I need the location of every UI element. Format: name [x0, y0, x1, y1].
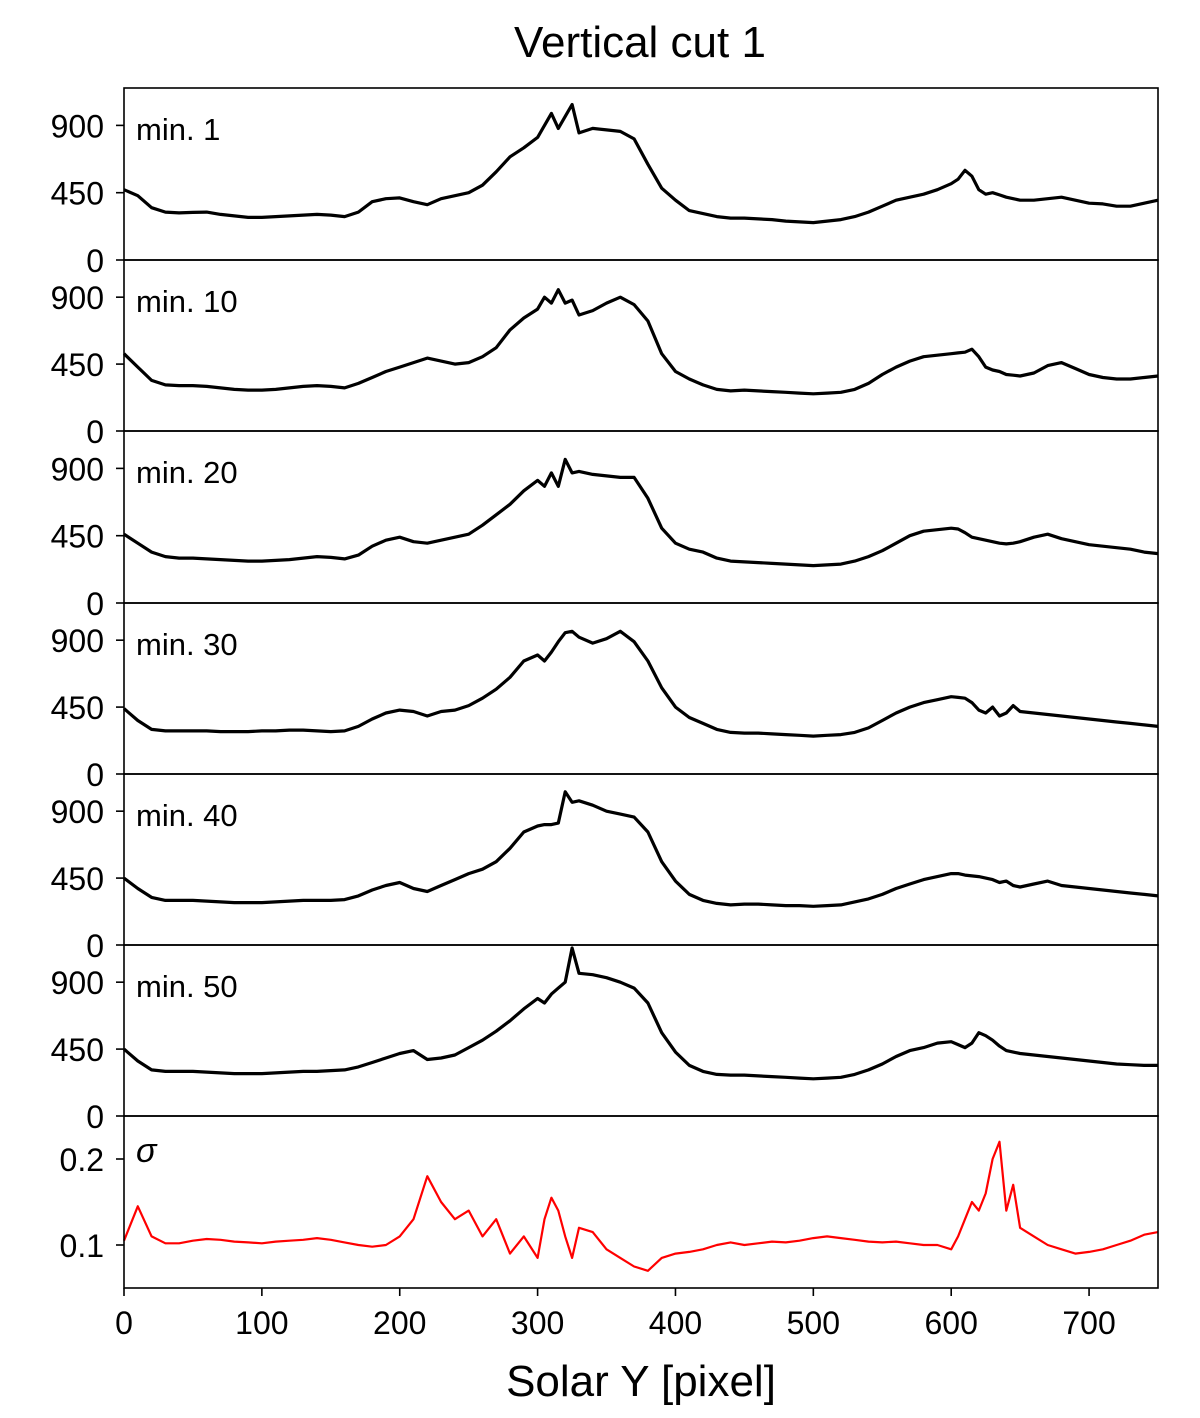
x-tick-label: 300	[511, 1305, 564, 1341]
y-tick-label-panel-3: 0	[86, 586, 104, 622]
panel-frame-7	[123, 1115, 1159, 1289]
y-tick-label-panel-3: 450	[51, 519, 104, 555]
y-tick-label-panel-1: 0	[86, 243, 104, 279]
panel-label-1: min. 1	[136, 112, 220, 147]
panel-frame-4	[123, 602, 1159, 775]
panel-label-5: min. 40	[136, 798, 238, 833]
panel-frame-3	[123, 430, 1159, 604]
chart-title: Vertical cut 1	[514, 18, 766, 67]
series-line-panel-3	[123, 457, 1159, 568]
panel-frame-6	[123, 944, 1159, 1117]
y-tick-label-panel-5: 450	[51, 861, 104, 897]
x-tick-label: 100	[235, 1305, 288, 1341]
y-tick-label-panel-4: 0	[86, 757, 104, 793]
x-tick-label: 700	[1062, 1305, 1115, 1341]
x-axis-label: Solar Y [pixel]	[506, 1357, 776, 1406]
series-line-panel-2	[122, 288, 1159, 396]
panel-frame-2	[123, 259, 1159, 432]
panel-frame-5	[123, 773, 1159, 946]
series-line-panel-1	[123, 102, 1159, 225]
panel-frame-1	[123, 87, 1159, 261]
x-tick-label: 500	[787, 1305, 840, 1341]
x-tick-label: 200	[373, 1305, 426, 1341]
series-line-panel-7	[122, 1140, 1159, 1272]
y-tick-label-panel-7: 0.1	[60, 1228, 104, 1264]
series-line-panel-5	[123, 790, 1159, 908]
series-line-panel-6	[122, 946, 1158, 1081]
y-tick-label-panel-4: 900	[51, 623, 104, 659]
y-tick-label-panel-2: 0	[86, 414, 104, 450]
panel-label-6: min. 50	[136, 969, 238, 1004]
panel-label-2: min. 10	[136, 284, 238, 319]
y-tick-label-panel-2: 450	[51, 347, 104, 383]
y-tick-label-panel-2: 900	[51, 280, 104, 316]
y-tick-label-panel-1: 450	[51, 176, 104, 212]
y-tick-label-panel-3: 900	[51, 451, 104, 487]
x-tick-label: 600	[925, 1305, 978, 1341]
x-tick-label: 400	[649, 1305, 702, 1341]
y-tick-label-panel-5: 0	[86, 928, 104, 964]
x-tick-label: 0	[115, 1305, 133, 1341]
y-tick-label-panel-5: 900	[51, 794, 104, 830]
series-line-panel-4	[122, 629, 1159, 738]
y-tick-label-panel-6: 900	[51, 965, 104, 1001]
panel-label-7: σ	[136, 1132, 158, 1170]
y-tick-label-panel-6: 450	[51, 1032, 104, 1068]
y-tick-label-panel-4: 450	[51, 690, 104, 726]
panel-label-3: min. 20	[136, 455, 238, 490]
y-tick-label-panel-7: 0.2	[60, 1142, 104, 1178]
panel-label-4: min. 30	[136, 627, 238, 662]
y-tick-label-panel-6: 0	[86, 1099, 104, 1135]
y-tick-label-panel-1: 900	[51, 108, 104, 144]
